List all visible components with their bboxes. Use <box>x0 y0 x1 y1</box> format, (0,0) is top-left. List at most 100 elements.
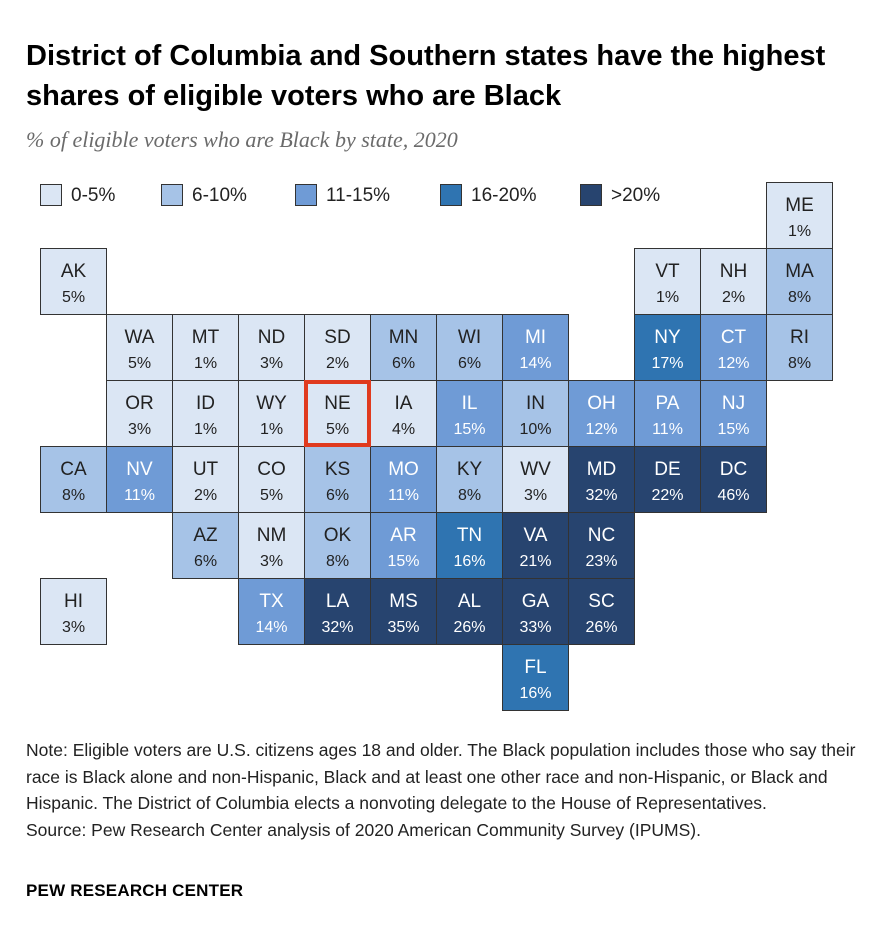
state-abbr: CA <box>60 459 87 480</box>
state-value-label: 26% <box>585 619 618 636</box>
state-abbr: GA <box>521 591 550 612</box>
state-abbr: ND <box>257 327 286 348</box>
state-abbr: MD <box>586 459 617 480</box>
legend-swatch <box>440 184 462 206</box>
state-value-label: 3% <box>259 355 284 372</box>
state-tile-tn: TN 16% <box>436 512 503 579</box>
state-tile-mo: MO 11% <box>370 446 437 513</box>
state-value-label: 15% <box>717 421 750 438</box>
state-tile-hi: HI 3% <box>40 578 107 645</box>
state-value-label: 3% <box>61 619 86 636</box>
state-tile-vt: VT 1% <box>634 248 701 315</box>
state-value-label: 23% <box>585 553 618 570</box>
state-abbr: HI <box>64 591 83 612</box>
state-abbr: DE <box>654 459 681 480</box>
state-value-label: 2% <box>721 289 746 306</box>
state-value-label: 6% <box>193 553 218 570</box>
state-value-label: 16% <box>519 685 552 702</box>
state-abbr: WI <box>457 327 482 348</box>
state-value-label: 11% <box>124 487 155 504</box>
legend-label: 6-10% <box>192 185 247 206</box>
state-value-label: 12% <box>585 421 618 438</box>
state-value-label: 16% <box>453 553 486 570</box>
state-abbr: MA <box>785 261 814 282</box>
tile-map: ME 1% AK 5% VT 1% NH 2% MA 8% WA 5% MT 1% ND 3% SD 2% MN 6%… <box>40 182 833 711</box>
state-value-label: 5% <box>259 487 284 504</box>
state-abbr: MO <box>388 459 419 480</box>
chart-title: District of Columbia and Southern states… <box>26 40 826 112</box>
note-block: Note: Eligible voters are U.S. citizens … <box>26 737 856 843</box>
state-tile-ny: NY 17% <box>634 314 701 381</box>
state-value-label: 12% <box>717 355 750 372</box>
legend-swatch <box>40 184 62 206</box>
state-value-label: 14% <box>519 355 552 372</box>
state-tile-ct: CT 12% <box>700 314 767 381</box>
state-tile-mi: MI 14% <box>502 314 569 381</box>
state-tile-wi: WI 6% <box>436 314 503 381</box>
state-tile-mn: MN 6% <box>370 314 437 381</box>
state-abbr: FL <box>524 657 547 678</box>
state-value-label: 11% <box>652 421 683 438</box>
state-abbr: VA <box>523 525 548 546</box>
legend-label: 16-20% <box>471 185 537 206</box>
state-tile-sc: SC 26% <box>568 578 635 645</box>
state-value-label: 46% <box>717 487 750 504</box>
legend-swatch <box>580 184 602 206</box>
state-value-label: 1% <box>193 421 218 438</box>
state-abbr: AR <box>390 525 417 546</box>
state-tile-mt: MT 1% <box>172 314 239 381</box>
state-tile-ne: NE 5% <box>304 380 371 447</box>
state-abbr: DC <box>719 459 748 480</box>
state-abbr: NV <box>126 459 153 480</box>
state-tile-va: VA 21% <box>502 512 569 579</box>
state-abbr: MT <box>191 327 220 348</box>
state-value-label: 15% <box>453 421 486 438</box>
state-tile-ms: MS 35% <box>370 578 437 645</box>
state-value-label: 32% <box>321 619 354 636</box>
state-value-label: 21% <box>519 553 552 570</box>
state-abbr: CT <box>720 327 747 348</box>
state-abbr: NY <box>654 327 681 348</box>
state-abbr: SD <box>324 327 351 348</box>
state-abbr: TX <box>259 591 284 612</box>
state-value-label: 3% <box>127 421 152 438</box>
brand-logo: PEW RESEARCH CENTER <box>26 881 244 900</box>
state-abbr: OH <box>587 393 616 414</box>
state-value-label: 1% <box>193 355 218 372</box>
state-abbr: RI <box>790 327 809 348</box>
state-abbr: ID <box>196 393 215 414</box>
state-abbr: KS <box>324 459 351 480</box>
state-value-label: 17% <box>651 355 684 372</box>
state-abbr: NE <box>324 393 351 414</box>
state-value-label: 8% <box>325 553 350 570</box>
state-tile-sd: SD 2% <box>304 314 371 381</box>
state-value-label: 5% <box>61 289 86 306</box>
state-value-label: 8% <box>787 355 812 372</box>
state-value-label: 3% <box>259 553 284 570</box>
state-abbr: UT <box>192 459 219 480</box>
state-tile-dc: DC 46% <box>700 446 767 513</box>
state-abbr: NM <box>256 525 287 546</box>
state-tile-co: CO 5% <box>238 446 305 513</box>
state-tile-nd: ND 3% <box>238 314 305 381</box>
legend-swatch <box>161 184 183 206</box>
state-abbr: WA <box>124 327 155 348</box>
state-tile-wy: WY 1% <box>238 380 305 447</box>
state-abbr: IL <box>461 393 478 414</box>
state-tile-nj: NJ 15% <box>700 380 767 447</box>
chart-subtitle: % of eligible voters who are Black by st… <box>26 127 458 152</box>
state-tile-tx: TX 14% <box>238 578 305 645</box>
state-tile-oh: OH 12% <box>568 380 635 447</box>
state-value-label: 22% <box>651 487 684 504</box>
state-value-label: 4% <box>391 421 416 438</box>
note-text: Note: Eligible voters are U.S. citizens … <box>26 740 856 813</box>
state-tile-fl: FL 16% <box>502 644 569 711</box>
state-abbr: AK <box>60 261 87 282</box>
state-value-label: 6% <box>325 487 350 504</box>
state-tile-nm: NM 3% <box>238 512 305 579</box>
legend-label: 11-15% <box>326 185 391 206</box>
legend-label: >20% <box>611 185 661 206</box>
state-value-label: 6% <box>391 355 416 372</box>
state-value-label: 14% <box>255 619 288 636</box>
state-value-label: 8% <box>457 487 482 504</box>
